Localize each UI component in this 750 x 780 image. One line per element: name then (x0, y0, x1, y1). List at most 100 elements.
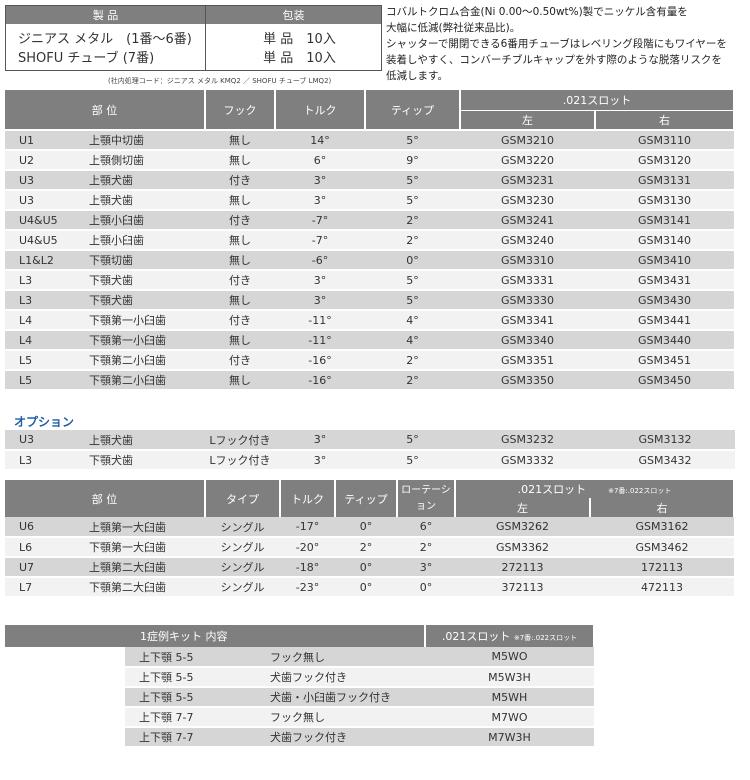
table-row: L1&L2 下顎切歯 無し -6° 0° GSM3310 GSM3410 (5, 250, 734, 271)
slot-left: 272113 (455, 557, 590, 578)
slot-right: GSM3451 (595, 350, 734, 371)
header-kit-content: 1症例キット 内容 (5, 625, 426, 647)
spacer (5, 727, 125, 748)
tooth-code: U1 (5, 130, 75, 151)
table-row: L4 下顎第一小臼歯 無し -11° 4° GSM3340 GSM3440 (5, 330, 734, 351)
torque: -11° (275, 310, 365, 331)
tip: 0° (335, 557, 397, 578)
tooth-name: 下顎第一大臼歯 (75, 537, 205, 558)
tip: 5° (365, 130, 460, 151)
slot-left: GSM3262 (455, 517, 590, 538)
description-line: コバルトクロム合金(Ni 0.00〜0.50wt%)製でニッケル含有量を (386, 6, 688, 18)
header-tip: ティップ (365, 90, 461, 130)
table-row: U4&U5 上顎小臼歯 無し -7° 2° GSM3240 GSM3140 (5, 230, 734, 251)
tip: 5° (365, 290, 460, 311)
header-package: 包装 (205, 5, 382, 24)
table-row: 上下顎 7-7 犬歯フック付き M7W3H (5, 727, 594, 748)
table-row: L7 下顎第二大臼歯 シングル -23° 0° 0° 372113 472113 (5, 577, 734, 598)
rotation: 6° (397, 517, 455, 538)
kit-code: M5W3H (425, 667, 594, 688)
tip: 2° (335, 537, 397, 558)
slot-left: GSM3240 (460, 230, 595, 251)
slot-left: GSM3210 (460, 130, 595, 151)
tooth-name: 上顎側切歯 (75, 150, 205, 171)
table-row: L6 下顎第一大臼歯 シングル -20° 2° 2° GSM3362 GSM3462 (5, 537, 734, 558)
jaw-range: 上下顎 7-7 (125, 727, 250, 748)
tooth-name: 上顎犬歯 (75, 170, 205, 191)
product-name: SHOFU チューブ (7番) (5, 46, 206, 70)
type: シングル (205, 517, 280, 538)
tooth-code: L7 (5, 577, 75, 598)
slot-right: GSM3431 (595, 270, 734, 291)
description: コバルトクロム合金(Ni 0.00〜0.50wt%)製でニッケル含有量を 大幅に… (386, 4, 746, 84)
slot-left: GSM3351 (460, 350, 595, 371)
tooth-code: L1&L2 (5, 250, 75, 271)
torque: 3° (275, 290, 365, 311)
tooth-code: U3 (5, 430, 75, 451)
torque: -6° (275, 250, 365, 271)
jaw-range: 上下顎 5-5 (125, 687, 250, 708)
tooth-code: L3 (5, 270, 75, 291)
tooth-name: 下顎犬歯 (75, 290, 205, 311)
slot-left: GSM3220 (460, 150, 595, 171)
tooth-code: L4 (5, 310, 75, 331)
tooth-code: U7 (5, 557, 75, 578)
slot-right: GSM3441 (595, 310, 734, 331)
torque: -18° (280, 557, 335, 578)
table-row: 上下顎 5-5 フック無し M5WO (5, 647, 594, 668)
tip: 2° (365, 370, 460, 391)
tooth-name: 下顎犬歯 (75, 270, 205, 291)
slot-right: 172113 (590, 557, 734, 578)
slot-note: ※7番:.022スロット (608, 487, 672, 495)
torque: -17° (280, 517, 335, 538)
slot-left: GSM3330 (460, 290, 595, 311)
header-right: 右 (590, 498, 735, 517)
tip: 5° (365, 430, 460, 451)
slot-right: GSM3110 (595, 130, 734, 151)
tooth-code: L6 (5, 537, 75, 558)
tip: 2° (365, 210, 460, 231)
torque: 3° (275, 170, 365, 191)
tooth-code: U6 (5, 517, 75, 538)
tooth-name: 下顎第一小臼歯 (75, 310, 205, 331)
tooth-name: 下顎第二小臼歯 (75, 350, 205, 371)
tip: 5° (365, 190, 460, 211)
jaw-range: 上下顎 5-5 (125, 667, 250, 688)
tooth-name: 上顎中切歯 (75, 130, 205, 151)
hook: 付き (205, 210, 275, 231)
slot-right: GSM3130 (595, 190, 734, 211)
header-hook: フック (205, 90, 276, 130)
option-label: オプション (14, 415, 75, 429)
torque: 3° (275, 450, 365, 471)
header-torque: トルク (275, 90, 366, 130)
slot-right: GSM3450 (595, 370, 734, 391)
table-row: 上下顎 5-5 犬歯・小臼歯フック付き M5WH (5, 687, 594, 708)
hook: 付き (205, 170, 275, 191)
hook: 無し (205, 370, 275, 391)
option-table: U3 上顎犬歯 Lフック付き 3° 5° GSM3232 GSM3132 L3 下顎犬歯 Lフック… (5, 430, 735, 471)
kit-description: 犬歯フック付き (250, 727, 425, 748)
slot-note: ※7番:.022スロット (513, 634, 578, 642)
torque: -20° (280, 537, 335, 558)
tip: 2° (365, 350, 460, 371)
header-slot: .021スロット ※7番:.022スロット (455, 480, 735, 498)
tooth-name: 下顎犬歯 (75, 450, 205, 471)
slot-left: 372113 (455, 577, 590, 598)
table-row: L3 下顎犬歯 付き 3° 5° GSM3331 GSM3431 (5, 270, 734, 291)
hook: 無し (205, 130, 275, 151)
tooth-code: L3 (5, 290, 75, 311)
rotation: 3° (397, 557, 455, 578)
slot-right: GSM3140 (595, 230, 734, 251)
hook: 付き (205, 270, 275, 291)
header-type: タイプ (205, 480, 281, 517)
table-row: 上下顎 7-7 フック無し M7WO (5, 707, 594, 728)
slot-left: GSM3231 (460, 170, 595, 191)
spacer (5, 687, 125, 708)
spacer (5, 667, 125, 688)
tooth-code: U3 (5, 170, 75, 191)
slot-left: GSM3340 (460, 330, 595, 351)
tip: 4° (365, 310, 460, 331)
tooth-code: U4&U5 (5, 230, 75, 251)
header-rotation: ローテーション (397, 480, 456, 517)
tooth-name: 下顎切歯 (75, 250, 205, 271)
